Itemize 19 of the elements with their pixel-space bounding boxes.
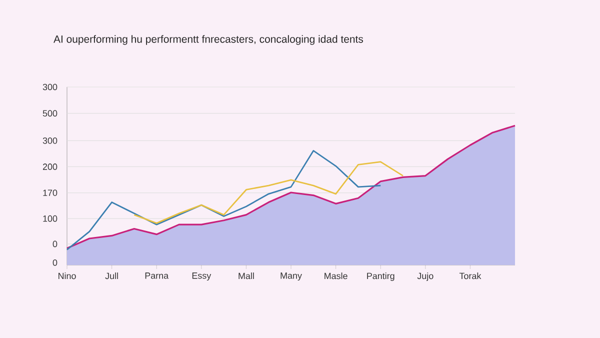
text: 0 xyxy=(52,240,58,248)
text: 0 xyxy=(52,259,58,266)
x-tick-label: Pantirg xyxy=(367,272,394,281)
text: 170 xyxy=(43,190,58,196)
text: 200 xyxy=(42,164,58,170)
x-tick-label: Parna xyxy=(145,272,169,279)
x-tick-label: Mall xyxy=(238,272,254,280)
text: 500 xyxy=(42,110,58,117)
x-tick-label: Essy xyxy=(192,272,212,281)
text: 100 xyxy=(43,215,58,222)
text: 300 xyxy=(42,137,58,144)
x-tick-label: Masle xyxy=(324,272,348,280)
x-tick-label: Nino xyxy=(58,272,76,280)
x-tick-label: Jull xyxy=(105,272,118,280)
chart-title: AI ouperforming hu performentt fnrecasters, concaloging idad tents xyxy=(54,35,364,45)
x-tick-label: Torak xyxy=(459,272,482,280)
x-tick-label: Many xyxy=(280,272,302,281)
x-tick-label: Jujo xyxy=(417,272,434,281)
text: 300 xyxy=(42,84,58,90)
